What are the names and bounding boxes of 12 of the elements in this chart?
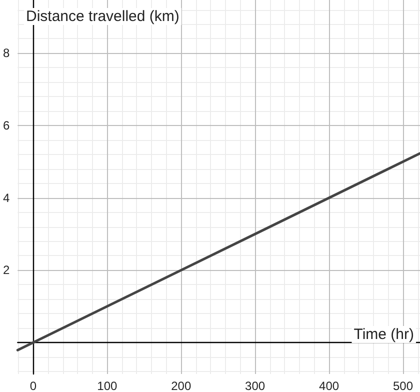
x-tick-label: 300 [245,379,266,392]
x-tick-label: 200 [171,379,192,392]
x-tick-label: 400 [319,379,340,392]
x-tick-label: 100 [97,379,118,392]
y-tick-label: 6 [2,118,10,133]
x-axis-title: Time (hr) [354,326,414,343]
y-axis-title: Distance travelled (km) [26,8,180,25]
x-tick-label: 0 [30,379,37,392]
y-tick-label: 8 [2,46,10,60]
y-tick-label: 2 [2,263,10,278]
y-tick-label: 4 [2,190,10,205]
x-tick-label: 500 [392,379,414,392]
